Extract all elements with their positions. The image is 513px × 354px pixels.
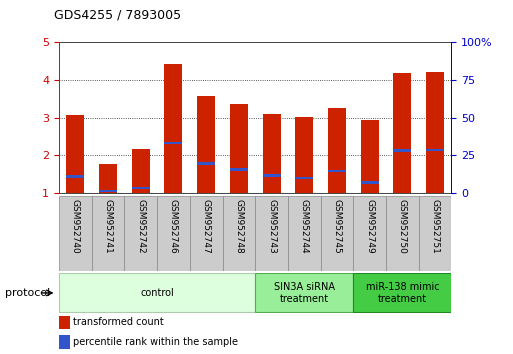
Bar [295,177,313,179]
Bar [353,196,386,271]
Bar [288,196,321,271]
Bar [263,174,281,177]
Text: miR-138 mimic
treatment: miR-138 mimic treatment [366,282,439,304]
Text: GSM952749: GSM952749 [365,199,374,254]
Bar [353,273,451,313]
Bar [157,196,190,271]
Bar [165,142,183,144]
Bar [230,168,248,171]
Bar [99,190,117,192]
Bar [197,162,215,165]
Bar [59,196,92,271]
Bar [197,96,215,193]
Text: percentile rank within the sample: percentile rank within the sample [73,337,239,347]
Text: protocol: protocol [5,288,50,298]
Bar [190,196,223,271]
Bar [263,114,281,193]
Text: GSM952751: GSM952751 [430,199,440,254]
Bar [393,73,411,193]
Bar [223,196,255,271]
Bar [255,196,288,271]
Bar [393,149,411,152]
Bar [66,176,84,178]
Text: GSM952744: GSM952744 [300,199,309,254]
Bar [230,104,248,193]
Bar [426,72,444,193]
Text: control: control [140,288,174,298]
Bar [92,196,125,271]
Text: GSM952748: GSM952748 [234,199,243,254]
Text: GSM952750: GSM952750 [398,199,407,254]
Text: SIN3A siRNA
treatment: SIN3A siRNA treatment [274,282,335,304]
Bar [132,187,150,189]
Bar [386,196,419,271]
Bar [426,149,444,152]
Bar [361,120,379,193]
Bar [361,181,379,184]
Text: transformed count: transformed count [73,318,164,327]
Text: GSM952741: GSM952741 [104,199,112,254]
Bar [66,115,84,193]
Text: GSM952747: GSM952747 [202,199,211,254]
Bar [321,196,353,271]
Text: GSM952746: GSM952746 [169,199,178,254]
Bar [124,196,157,271]
Text: GSM952740: GSM952740 [71,199,80,254]
Bar [132,149,150,193]
Bar [255,273,353,313]
Bar [419,196,451,271]
Bar [59,273,255,313]
Bar [165,64,183,193]
Bar [295,116,313,193]
Text: GSM952742: GSM952742 [136,199,145,254]
Bar [99,164,117,193]
Text: GSM952743: GSM952743 [267,199,276,254]
Text: GSM952745: GSM952745 [332,199,342,254]
Bar [328,170,346,172]
Text: GDS4255 / 7893005: GDS4255 / 7893005 [54,8,181,21]
Bar [328,108,346,193]
